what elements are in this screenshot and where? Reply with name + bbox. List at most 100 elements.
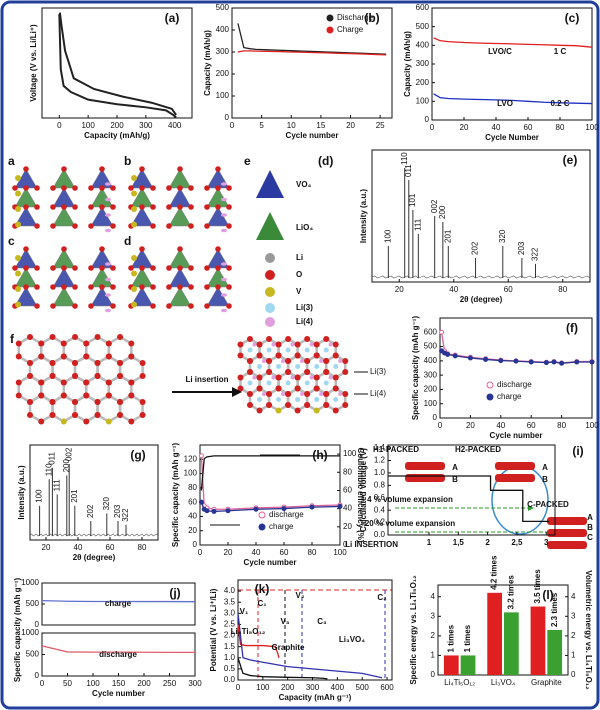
decoration bbox=[150, 265, 156, 271]
x-axis-label: Cycle number bbox=[244, 558, 297, 567]
series-line bbox=[237, 657, 328, 680]
decoration bbox=[72, 412, 79, 418]
decoration bbox=[99, 265, 105, 271]
tick-label: 100 bbox=[256, 683, 270, 692]
decoration bbox=[177, 284, 183, 290]
point bbox=[281, 506, 287, 512]
tick-label: 3 bbox=[431, 611, 436, 620]
decoration bbox=[50, 265, 56, 271]
decoration bbox=[319, 359, 324, 363]
point bbox=[513, 358, 519, 364]
annotation: B bbox=[542, 475, 548, 484]
panel-label: (i) bbox=[572, 444, 583, 458]
tick-label: 2.5 bbox=[224, 620, 236, 629]
decoration bbox=[166, 185, 172, 191]
tick-label: 60 bbox=[343, 486, 352, 495]
tick-label: 2,5 bbox=[511, 538, 523, 547]
tick-label: 100 bbox=[81, 121, 95, 130]
decoration bbox=[333, 364, 339, 369]
decoration bbox=[265, 270, 275, 280]
decoration bbox=[215, 265, 221, 271]
decoration bbox=[23, 265, 29, 271]
series-line bbox=[200, 455, 340, 491]
decoration bbox=[547, 529, 587, 537]
tick-label: 20 bbox=[224, 548, 233, 557]
decoration bbox=[313, 374, 320, 381]
decoration bbox=[94, 399, 101, 405]
decoration bbox=[323, 336, 330, 342]
decoration bbox=[257, 397, 263, 402]
tick-label: 300 bbox=[139, 121, 153, 130]
decoration bbox=[15, 340, 22, 347]
decoration bbox=[177, 265, 183, 271]
annotation: A bbox=[452, 463, 458, 472]
decoration bbox=[117, 334, 124, 340]
point bbox=[574, 359, 580, 365]
tick-label: 400 bbox=[168, 121, 182, 130]
legend-marker bbox=[486, 393, 494, 401]
decoration bbox=[247, 358, 253, 364]
panel-label: (b) bbox=[364, 11, 379, 25]
tick-label: 1.0 bbox=[374, 468, 386, 477]
tick-label: 120 bbox=[184, 454, 198, 463]
decoration bbox=[215, 185, 221, 191]
point bbox=[439, 329, 445, 335]
tick-label: 0.0 bbox=[374, 530, 386, 539]
decoration bbox=[188, 223, 194, 229]
decoration bbox=[61, 185, 67, 191]
decoration bbox=[49, 360, 56, 366]
tick-label: 100 bbox=[416, 96, 430, 105]
decoration bbox=[117, 360, 124, 366]
tick-label: 500 bbox=[416, 22, 430, 31]
tick-label: 80 bbox=[188, 483, 197, 492]
decoration bbox=[139, 185, 145, 191]
decoration bbox=[221, 308, 227, 313]
decoration bbox=[266, 369, 273, 375]
decoration bbox=[495, 474, 535, 482]
decoration bbox=[226, 223, 232, 229]
tick-label: 1.2 bbox=[374, 456, 386, 465]
annotation: A bbox=[587, 513, 593, 522]
decoration bbox=[252, 375, 257, 380]
tick-label: 60 bbox=[527, 421, 536, 430]
decoration bbox=[139, 284, 145, 290]
decoration bbox=[61, 204, 67, 210]
decoration bbox=[139, 399, 146, 405]
decoration bbox=[110, 265, 116, 271]
tick-label: 1.0 bbox=[224, 653, 236, 662]
tick-label: 40 bbox=[74, 543, 83, 552]
decoration bbox=[294, 385, 301, 392]
structure-label: a bbox=[8, 154, 15, 168]
legend-marker bbox=[258, 511, 266, 519]
tick-label: 0 bbox=[343, 540, 348, 549]
x-tick-label: Li₄Ti₅O₁₂ bbox=[444, 678, 475, 687]
tick-label: 0 bbox=[425, 115, 430, 124]
annotation: Li₄Ti₅O₁₂ bbox=[231, 627, 266, 636]
decoration bbox=[105, 197, 111, 202]
y-axis-label: Calculated Voltage (V) bbox=[359, 448, 368, 532]
decoration bbox=[332, 352, 339, 359]
annotation: C-PACKED bbox=[527, 500, 569, 509]
decoration bbox=[166, 303, 172, 309]
tick-label: 0.5 bbox=[224, 664, 236, 673]
tick-label: 100 bbox=[424, 399, 438, 408]
tick-label: 3 bbox=[544, 538, 549, 547]
decoration bbox=[83, 418, 90, 425]
site-label: Li(3) bbox=[370, 367, 386, 376]
decoration bbox=[72, 204, 78, 210]
tick-label: 0 bbox=[57, 121, 62, 130]
legend-text: Li(3) bbox=[296, 303, 313, 312]
decoration bbox=[23, 185, 29, 191]
point bbox=[589, 359, 595, 365]
tick-label: 500 bbox=[26, 650, 40, 659]
tick-label: 0.0 bbox=[224, 675, 236, 684]
tick-label: 3 bbox=[571, 611, 576, 620]
tick-label: 500 bbox=[26, 599, 40, 608]
decoration bbox=[226, 303, 232, 309]
decoration bbox=[256, 407, 263, 414]
tick-label: 300 bbox=[424, 370, 438, 379]
decoration bbox=[285, 380, 291, 386]
tick-label: 80 bbox=[556, 123, 565, 132]
annotation: H1-PACKED bbox=[373, 445, 419, 454]
decoration bbox=[60, 392, 67, 399]
